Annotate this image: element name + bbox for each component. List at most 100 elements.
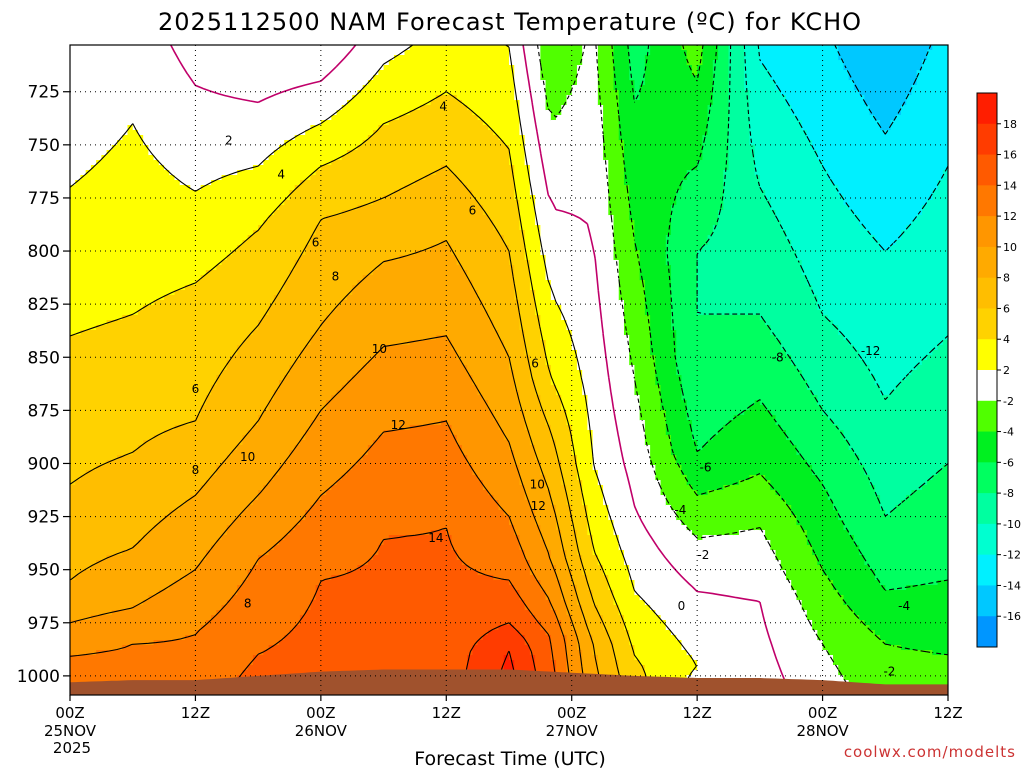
y-tick-label: 725 — [28, 83, 60, 103]
colorbar-label: 10 — [1003, 241, 1017, 254]
x-tick-label: 12Z — [933, 704, 962, 722]
contour-14 — [226, 527, 559, 695]
y-tick-label: 975 — [28, 614, 60, 634]
contour-label: 12 — [391, 418, 406, 432]
contour-lines — [70, 45, 948, 695]
contour-label: -2 — [697, 548, 709, 562]
y-tick-label: 775 — [28, 189, 60, 209]
contour-label: 6 — [312, 236, 320, 250]
colorbar-swatch — [977, 370, 997, 402]
contour-label: 8 — [192, 463, 200, 477]
contour-label: 8 — [244, 597, 252, 611]
colorbar-label: -4 — [1003, 426, 1014, 439]
contour--6 — [627, 45, 948, 591]
colorbar-swatch — [977, 185, 997, 217]
contour-label: 12 — [531, 499, 546, 513]
colorbar-swatch — [977, 523, 997, 556]
y-tick-label: 800 — [28, 242, 60, 262]
contour-10 — [70, 335, 587, 695]
contour-label: 6 — [192, 382, 200, 396]
contour-6 — [70, 165, 625, 695]
year-label: 2025 — [53, 739, 91, 757]
colorbar-label: -14 — [1003, 579, 1021, 592]
contour-label: 6 — [469, 204, 477, 218]
contour--2 — [536, 45, 855, 695]
x-date-label: 28NOV — [797, 722, 850, 740]
credit-text: coolwx.com/modelts — [844, 743, 1016, 761]
colorbar-label: 6 — [1003, 302, 1010, 315]
colorbar-swatch — [977, 462, 997, 494]
colorbar-swatch — [977, 123, 997, 156]
contour--14 — [834, 45, 932, 135]
y-tick-label: 875 — [28, 401, 60, 421]
x-date-label: 27NOV — [546, 722, 599, 740]
colorbar: 18 16 14 12 10 8 6 4 2 -2 -4 -6 -8 -10 -12 -14 -16 — [976, 92, 1021, 648]
y-tick-label: 825 — [28, 295, 60, 315]
contour-label: -8 — [772, 350, 784, 364]
colorbar-label: -12 — [1003, 549, 1021, 562]
contour-8 — [70, 240, 604, 695]
contour-label: 8 — [332, 270, 340, 284]
contour-labels: 2 4 4 6 6 8 10 6 6 12 10 8 10 12 14 8 -8 -12 -6 -4 -2 0 -4 -2 — [192, 100, 910, 679]
contour-label: -12 — [861, 344, 881, 358]
colorbar-label: -10 — [1003, 518, 1021, 531]
colorbar-label: 2 — [1003, 364, 1010, 377]
contour-label: 10 — [240, 450, 255, 464]
colorbar-swatch — [977, 554, 997, 586]
colorbar-label: 18 — [1003, 118, 1017, 131]
colorbar-swatch — [977, 93, 997, 125]
x-tick-label: 12Z — [432, 704, 461, 722]
contour-label: -4 — [674, 503, 686, 517]
x-tick-label: 00Z — [306, 704, 335, 722]
x-tick-label: 12Z — [682, 704, 711, 722]
plot-area: 2 4 4 6 6 8 10 6 6 12 10 8 10 12 14 8 -8 -12 -6 -4 -2 0 -4 -2 — [69, 44, 949, 696]
contour-2 — [70, 45, 697, 695]
x-tick-label: 12Z — [181, 704, 210, 722]
colorbar-swatch — [977, 616, 997, 648]
colorbar-label: -16 — [1003, 610, 1021, 623]
y-axis: 725 750 775 800 825 850 875 900 925 950 975 1000 — [17, 83, 70, 687]
y-tick-label: 900 — [28, 454, 60, 474]
colorbar-label: 4 — [1003, 333, 1010, 346]
y-tick-label: 1000 — [17, 667, 60, 687]
colorbar-swatch — [977, 493, 997, 525]
contour-label: 6 — [531, 357, 539, 371]
contour-label: 10 — [372, 342, 387, 356]
contour-label: -6 — [700, 461, 712, 475]
colorbar-swatch — [977, 154, 997, 186]
contour-12 — [70, 420, 573, 695]
x-date-label: 25NOV — [44, 722, 97, 740]
colorbar-swatch — [977, 431, 997, 463]
contour-label: 4 — [439, 100, 447, 114]
colorbar-swatch — [977, 400, 997, 433]
contour-label: 10 — [530, 478, 545, 492]
colorbar-swatch — [977, 216, 997, 248]
contour-label: 0 — [678, 599, 686, 613]
colorbar-label: 8 — [1003, 272, 1010, 285]
contour--4 — [611, 45, 948, 656]
contour-label: 14 — [428, 531, 443, 545]
colorbar-label: -2 — [1003, 395, 1014, 408]
colorbar-label: 14 — [1003, 179, 1017, 192]
x-date-label: 26NOV — [295, 722, 348, 740]
colorbar-swatch — [977, 277, 997, 309]
contour-0 — [170, 45, 792, 695]
colorbar-label: -6 — [1003, 456, 1014, 469]
colorbar-label: -8 — [1003, 487, 1014, 500]
contour-label: -4 — [898, 599, 910, 613]
x-tick-label: 00Z — [808, 704, 837, 722]
plot-frame — [69, 44, 949, 696]
y-tick-label: 950 — [28, 561, 60, 581]
x-tick-label: 00Z — [55, 704, 84, 722]
chart-title: 2025112500 NAM Forecast Temperature (ºC)… — [158, 8, 862, 36]
x-axis-label: Forecast Time (UTC) — [414, 748, 605, 768]
contour-4 — [70, 91, 651, 695]
y-tick-label: 925 — [28, 508, 60, 528]
contour--12 — [757, 45, 948, 252]
temperature-field — [70, 45, 948, 695]
colorbar-swatch — [977, 246, 997, 279]
terrain — [70, 669, 948, 695]
colorbar-label: 16 — [1003, 149, 1017, 162]
contour-label: 4 — [277, 168, 285, 182]
